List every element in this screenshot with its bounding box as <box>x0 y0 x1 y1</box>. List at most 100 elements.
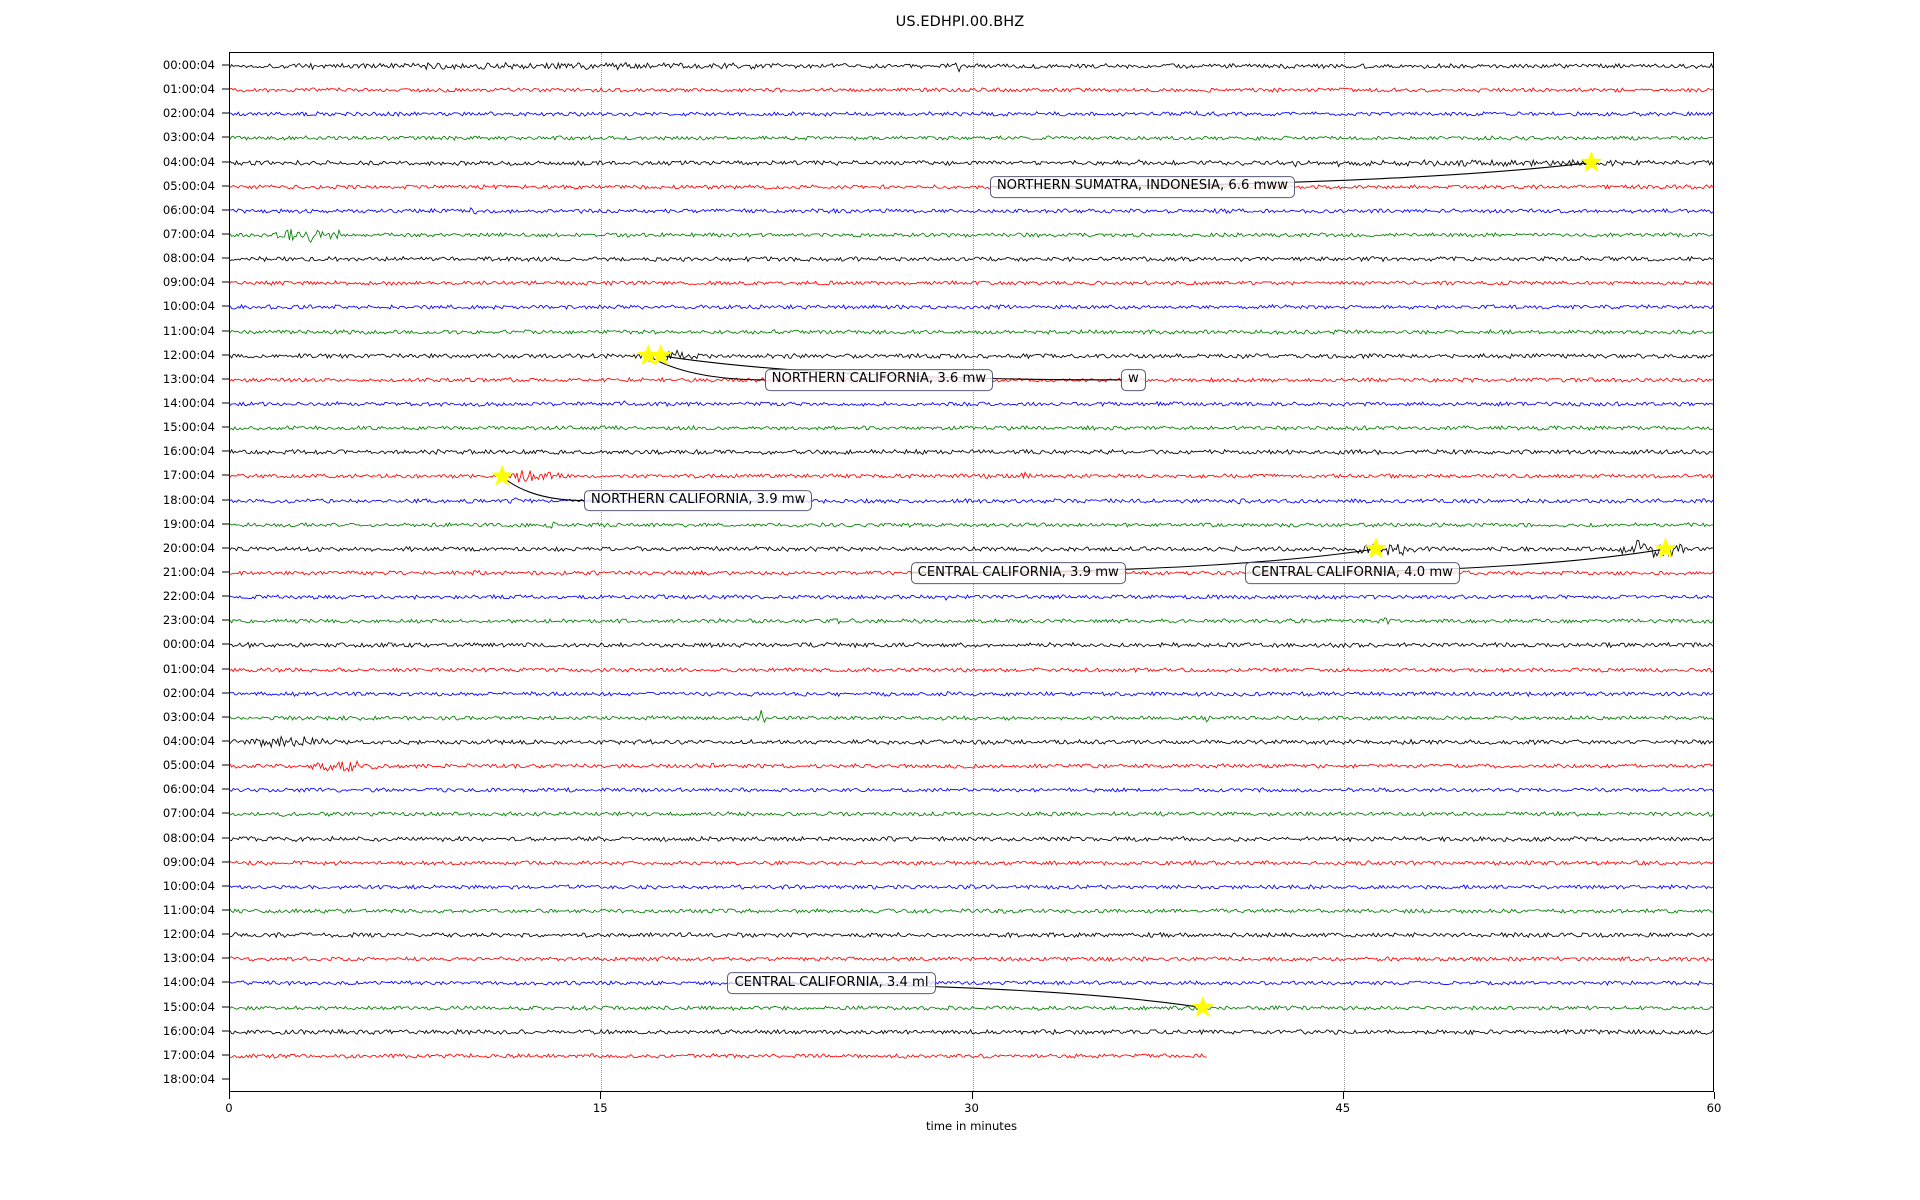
y-axis-tick-label: 08:00:04 <box>162 830 215 845</box>
seismogram-trace <box>230 463 1713 489</box>
y-axis-tick-label: 01:00:04 <box>162 661 215 676</box>
seismogram-trace <box>230 319 1713 345</box>
seismogram-trace <box>230 343 1713 369</box>
seismogram-trace <box>230 415 1713 441</box>
y-axis-tick-mark <box>222 643 229 645</box>
event-annotation-label[interactable]: CENTRAL CALIFORNIA, 3.9 mw <box>910 562 1126 584</box>
event-annotation-label[interactable]: NORTHERN CALIFORNIA, 3.9 mw <box>583 489 813 512</box>
y-axis-tick-label: 18:00:04 <box>162 492 215 507</box>
seismogram-trace <box>230 101 1713 127</box>
y-axis-tick-mark <box>222 812 229 814</box>
y-axis-tick-mark <box>222 330 229 332</box>
y-axis-tick-label: 00:00:04 <box>162 58 215 72</box>
y-axis-tick-mark <box>222 788 229 790</box>
seismogram-trace <box>230 77 1713 103</box>
event-annotation-label[interactable]: CENTRAL CALIFORNIA, 4.0 mw <box>1244 562 1460 584</box>
y-axis-tick-mark <box>222 933 229 935</box>
seismogram-trace <box>230 946 1713 972</box>
seismogram-trace <box>230 753 1713 779</box>
y-axis-tick-label: 19:00:04 <box>162 516 215 531</box>
y-axis-tick-mark <box>222 764 229 766</box>
seismogram-trace <box>230 608 1713 634</box>
seismogram-trace <box>230 970 1713 996</box>
event-annotation-label[interactable]: NORTHERN CALIFORNIA, 3.6 mw <box>764 368 994 391</box>
y-axis-tick-mark <box>222 909 229 911</box>
seismogram-trace <box>230 174 1713 200</box>
earthquake-star-icon <box>1580 150 1603 173</box>
earthquake-star-icon <box>1364 537 1388 559</box>
y-axis-tick-label: 16:00:04 <box>162 1023 215 1038</box>
y-axis-tick-mark <box>222 257 229 259</box>
seismogram-trace <box>230 729 1713 755</box>
seismogram-trace <box>230 898 1713 924</box>
y-axis-tick-mark <box>222 861 229 863</box>
y-axis-tick-label: 14:00:04 <box>162 975 215 990</box>
gridline-vertical <box>601 53 603 1091</box>
y-axis-tick-mark <box>222 740 229 742</box>
y-axis-tick-label: 03:00:04 <box>162 130 215 145</box>
x-axis-tick-label: 60 <box>1706 1101 1722 1115</box>
y-axis-tick-label: 17:00:04 <box>162 468 215 483</box>
event-annotation-label[interactable]: CENTRAL CALIFORNIA, 3.4 ml <box>727 972 936 995</box>
y-axis-tick-mark <box>222 209 229 211</box>
y-axis-tick-label: 09:00:04 <box>162 854 215 869</box>
seismogram-trace <box>230 439 1713 465</box>
y-axis-tick-label: 22:00:04 <box>162 589 215 604</box>
plot-area: NORTHERN SUMATRA, INDONESIA, 6.6 mww NORT… <box>229 52 1714 1092</box>
y-axis-tick-mark <box>222 136 229 138</box>
seismogram-trace <box>230 512 1713 538</box>
seismogram-trace <box>230 1043 1713 1069</box>
y-axis-tick-label: 11:00:04 <box>162 903 215 917</box>
y-axis-tick-mark <box>222 571 229 573</box>
event-annotation-label[interactable]: NORTHERN SUMATRA, INDONESIA, 6.6 mww <box>989 175 1296 198</box>
y-axis-tick-label: 00:00:04 <box>162 637 215 652</box>
y-axis-tick-mark <box>222 402 229 404</box>
seismogram-trace <box>230 198 1713 224</box>
x-axis-tick-label: 0 <box>225 1101 233 1115</box>
y-axis-tick-label: 07:00:04 <box>162 227 215 241</box>
y-axis-tick-label: 05:00:04 <box>162 178 215 193</box>
y-axis-tick-mark <box>222 112 229 114</box>
seismogram-trace <box>230 294 1713 320</box>
event-leader-line <box>501 476 584 502</box>
y-axis-tick-mark <box>222 378 229 380</box>
page-title: US.EDHPI.00.BHZ <box>895 14 1025 30</box>
seismogram-trace <box>230 826 1713 852</box>
y-axis-tick-label: 07:00:04 <box>162 806 215 821</box>
x-axis-tick-layer: 0 15 30 45 60 <box>225 1092 1721 1152</box>
y-axis-tick-mark <box>222 1054 229 1056</box>
y-axis-tick-label: 13:00:04 <box>162 951 215 966</box>
y-axis-tick-mark <box>222 547 229 549</box>
y-axis-tick-label: 23:00:04 <box>162 613 215 628</box>
seismogram-trace <box>230 632 1713 658</box>
x-axis-tick-mark <box>971 1092 973 1099</box>
seismogram-trace <box>230 874 1713 900</box>
y-axis-tick-label: 09:00:04 <box>162 275 215 290</box>
seismogram-trace <box>230 584 1713 610</box>
x-axis-tick-mark <box>600 1092 602 1099</box>
y-axis-tick-label: 15:00:04 <box>162 999 215 1014</box>
y-axis-tick-mark <box>222 668 229 670</box>
y-axis-tick-mark <box>222 88 229 90</box>
earthquake-star-icon <box>649 343 672 366</box>
y-axis-tick-mark <box>222 499 229 501</box>
y-axis-tick-mark <box>222 1006 229 1008</box>
seismogram-trace <box>230 995 1713 1021</box>
seismogram-trace <box>230 801 1713 827</box>
y-axis-tick-mark <box>222 474 229 476</box>
y-axis-tick-label: 02:00:04 <box>162 685 215 700</box>
y-axis-tick-label: 04:00:04 <box>162 154 215 169</box>
seismogram-trace <box>230 657 1713 683</box>
y-axis-tick-mark <box>222 957 229 959</box>
y-axis-tick-mark <box>222 64 229 66</box>
y-axis-tick-mark <box>222 981 229 983</box>
earthquake-star-icon <box>1654 537 1677 559</box>
event-annotation-label[interactable]: w <box>1121 368 1146 391</box>
y-axis-tick-mark <box>222 305 229 307</box>
x-axis-tick-label: 30 <box>964 1101 979 1115</box>
seismogram-trace <box>230 125 1713 151</box>
seismogram-trace <box>230 488 1713 514</box>
y-axis-tick-label: 12:00:04 <box>162 927 215 942</box>
y-axis-tick-mark <box>222 837 229 839</box>
y-axis-tick-label: 01:00:04 <box>162 82 215 97</box>
